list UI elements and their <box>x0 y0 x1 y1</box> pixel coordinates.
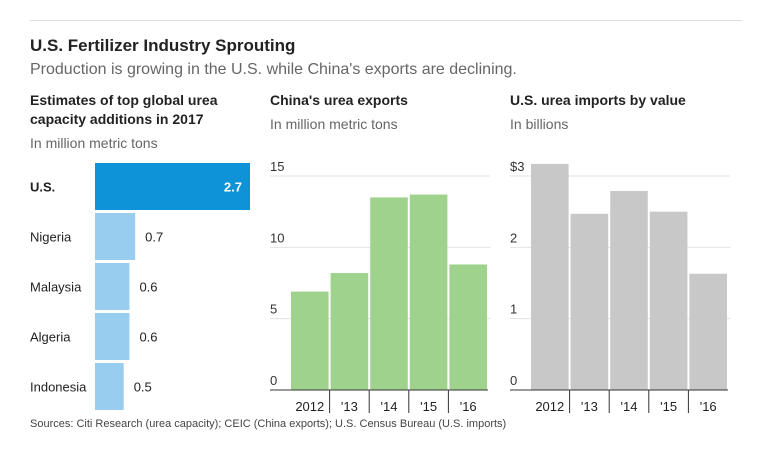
imports-chart-title: U.S. urea imports by value <box>510 92 686 108</box>
imports-bar-'13 <box>570 213 609 390</box>
exports-chart-title: China's urea exports <box>270 92 408 108</box>
bar-Nigeria <box>95 213 136 260</box>
bar-Indonesia <box>95 363 124 410</box>
bar-U.S. <box>95 163 250 210</box>
imports-xtick-label: '14 <box>621 399 638 414</box>
imports-chart-unit: In billions <box>510 116 569 132</box>
value-label: 0.6 <box>139 330 157 345</box>
exports-xtick-label: '15 <box>420 399 437 414</box>
figure-subtitle: Production is growing in the U.S. while … <box>30 61 517 78</box>
capacity-chart-title-line2: capacity additions in 2017 <box>30 111 204 127</box>
exports-ytick-label: 15 <box>270 159 284 174</box>
category-label: U.S. <box>30 180 55 195</box>
imports-xtick-label: 2012 <box>535 399 564 414</box>
exports-bar-'15 <box>409 194 448 390</box>
exports-ytick-label: 10 <box>270 230 284 245</box>
imports-ytick-label: $3 <box>510 159 524 174</box>
figure-title: U.S. Fertilizer Industry Sprouting <box>30 36 296 55</box>
value-label: 0.7 <box>145 230 163 245</box>
category-label: Nigeria <box>30 230 72 245</box>
bar-Malaysia <box>95 263 130 310</box>
exports-xtick-label: '16 <box>460 399 477 414</box>
value-label: 0.5 <box>134 380 152 395</box>
category-label: Indonesia <box>30 380 87 395</box>
bar-Algeria <box>95 313 130 360</box>
imports-xtick-label: '13 <box>581 399 598 414</box>
value-label: 2.7 <box>224 180 242 195</box>
category-label: Malaysia <box>30 280 82 295</box>
capacity-chart-title-line1: Estimates of top global urea <box>30 92 218 108</box>
exports-bar-'16 <box>449 264 487 390</box>
imports-ytick-label: 2 <box>510 230 517 245</box>
imports-bar-'16 <box>689 273 727 390</box>
imports-ytick-label: 1 <box>510 302 517 317</box>
value-label: 0.6 <box>139 280 157 295</box>
exports-ytick-label: 5 <box>270 302 277 317</box>
exports-ytick-label: 0 <box>270 373 277 388</box>
top-divider <box>30 20 742 21</box>
exports-xtick-label: 2012 <box>295 399 324 414</box>
exports-chart-unit: In million metric tons <box>270 116 398 132</box>
imports-ytick-label: 0 <box>510 373 517 388</box>
imports-bar-'15 <box>649 211 688 390</box>
imports-xtick-label: '16 <box>700 399 717 414</box>
capacity-chart-unit: In million metric tons <box>30 135 158 151</box>
imports-bar-2012 <box>531 163 569 390</box>
imports-xtick-label: '15 <box>660 399 677 414</box>
exports-xtick-label: '13 <box>341 399 358 414</box>
exports-bar-2012 <box>291 291 329 390</box>
exports-xtick-label: '14 <box>381 399 398 414</box>
imports-bar-'14 <box>610 190 648 390</box>
exports-bar-'13 <box>330 273 369 390</box>
source-note: Sources: Citi Research (urea capacity); … <box>30 418 507 430</box>
exports-bar-'14 <box>370 197 408 390</box>
category-label: Algeria <box>30 330 71 345</box>
